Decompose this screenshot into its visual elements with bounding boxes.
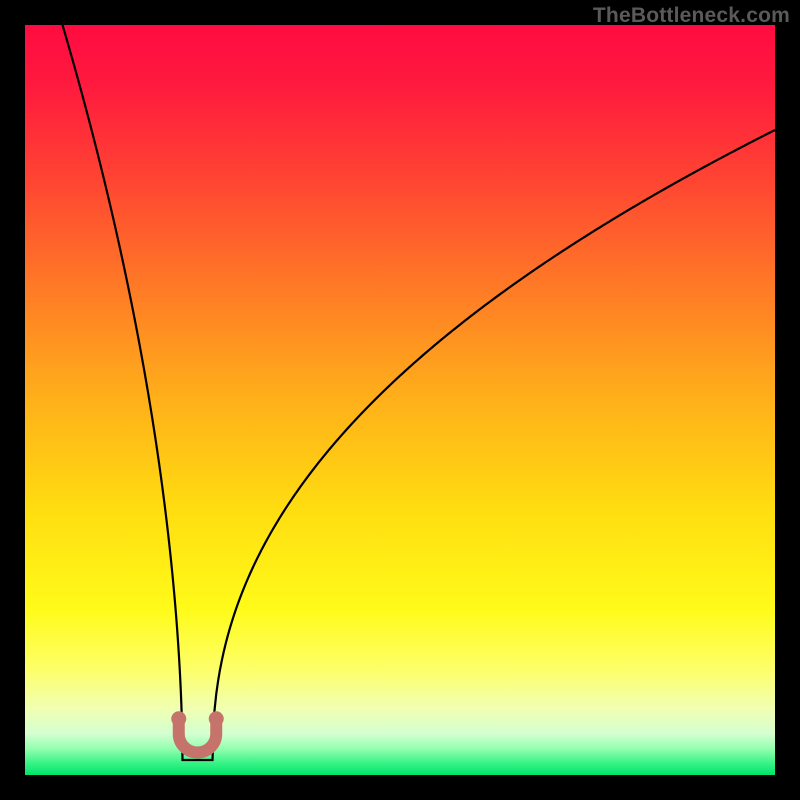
- bottleneck-curve-chart: [25, 25, 775, 775]
- dip-endpoint-right: [209, 711, 224, 726]
- dip-endpoint-left: [171, 711, 186, 726]
- chart-container: TheBottleneck.com: [0, 0, 800, 800]
- gradient-background: [25, 25, 775, 775]
- plot-area: [25, 25, 775, 775]
- watermark-text: TheBottleneck.com: [593, 4, 790, 28]
